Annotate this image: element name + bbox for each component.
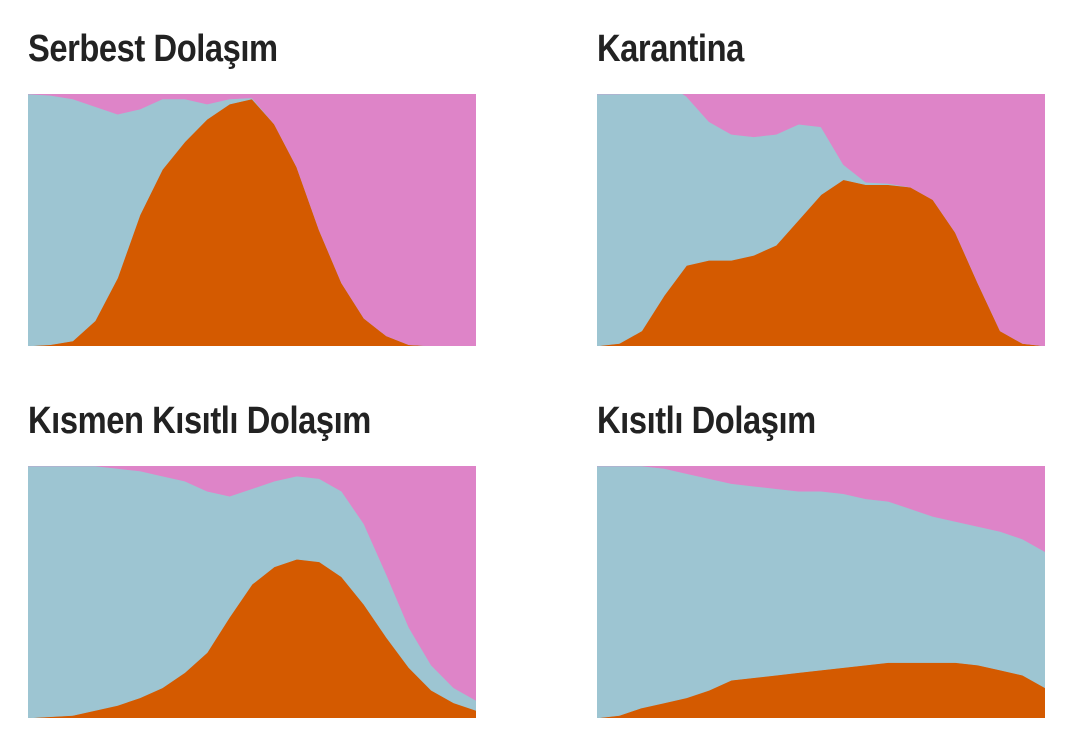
recovered-area bbox=[28, 94, 476, 346]
area-plot bbox=[597, 466, 1045, 718]
area-plot bbox=[28, 94, 476, 346]
chart-title: Serbest Dolaşım bbox=[28, 28, 278, 70]
area-plot bbox=[28, 466, 476, 718]
recovered-area bbox=[28, 466, 476, 701]
chart-title: Kısıtlı Dolaşım bbox=[597, 400, 816, 442]
recovered-area bbox=[597, 94, 1045, 346]
chart-title: Kısmen Kısıtlı Dolaşım bbox=[28, 400, 371, 442]
recovered-area bbox=[597, 466, 1045, 553]
area-plot bbox=[597, 94, 1045, 346]
chart-title: Karantina bbox=[597, 28, 744, 70]
